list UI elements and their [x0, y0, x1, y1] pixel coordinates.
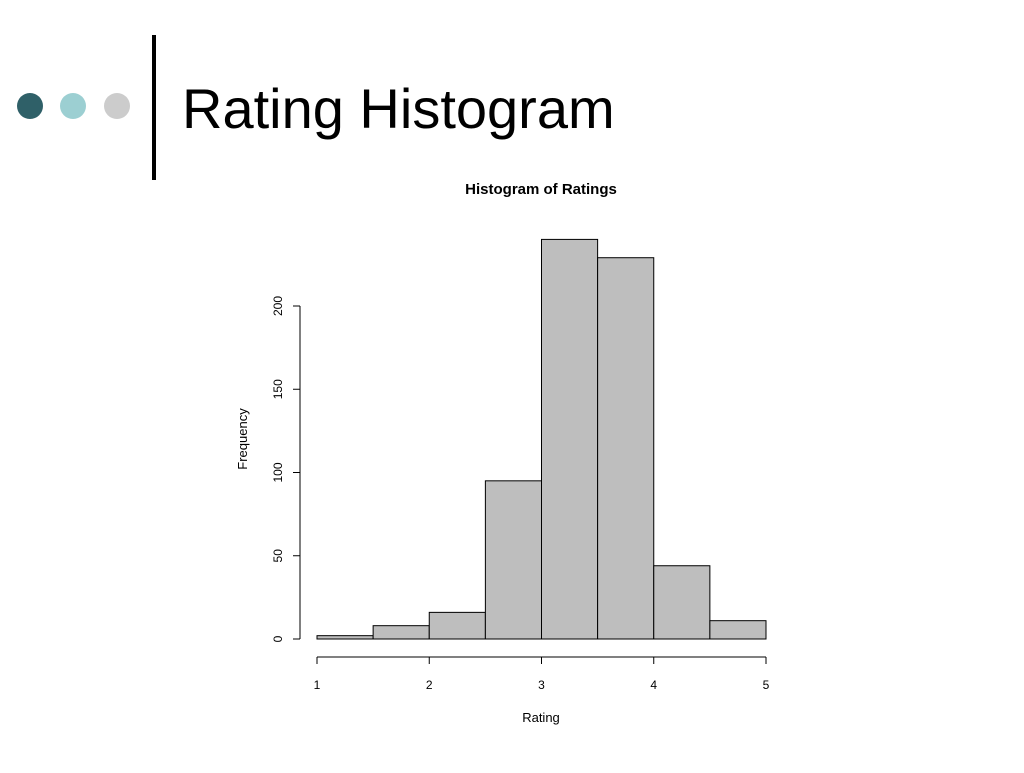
x-tick-label: 1	[314, 678, 321, 692]
histogram-bar	[709, 620, 767, 640]
histogram-bar	[541, 238, 599, 640]
chart-title: Histogram of Ratings	[465, 181, 617, 198]
x-tick-label: 3	[538, 678, 545, 692]
histogram-bar	[653, 565, 711, 640]
histogram-bar	[484, 480, 542, 640]
x-tick-label: 2	[426, 678, 433, 692]
y-tick-label: 50	[271, 549, 285, 563]
histogram-bar	[597, 257, 655, 640]
histogram-bar	[372, 625, 430, 640]
dot	[60, 93, 86, 119]
histogram-bar	[428, 611, 486, 640]
dot	[17, 93, 43, 119]
y-tick-label: 100	[271, 462, 285, 482]
x-tick-label: 4	[650, 678, 657, 692]
y-axis-label: Frequency	[235, 408, 250, 470]
x-axis-label: Rating	[522, 710, 560, 725]
y-tick-label: 150	[271, 379, 285, 399]
slide-title: Rating Histogram	[182, 77, 615, 140]
y-tick-label: 0	[271, 635, 285, 642]
histogram-bar	[316, 635, 374, 640]
dot	[104, 93, 130, 119]
y-tick-label: 200	[271, 296, 285, 316]
x-tick-label: 5	[763, 678, 770, 692]
